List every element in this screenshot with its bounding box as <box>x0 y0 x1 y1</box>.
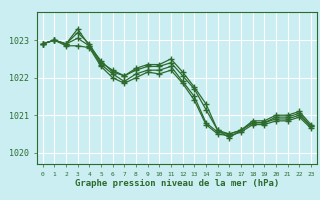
X-axis label: Graphe pression niveau de la mer (hPa): Graphe pression niveau de la mer (hPa) <box>75 179 279 188</box>
